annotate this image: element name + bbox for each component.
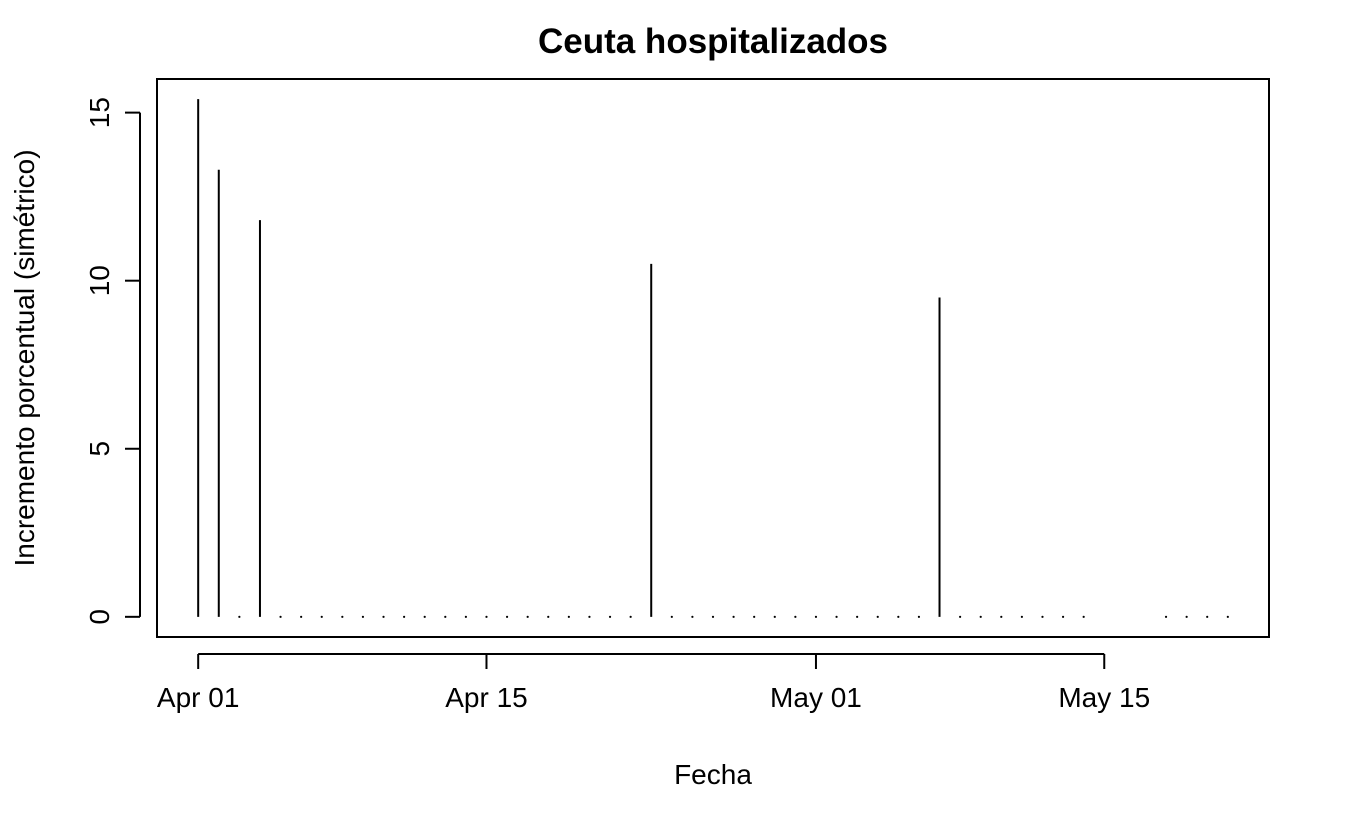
y-tick-label: 15 xyxy=(84,97,115,128)
bar-zero-dot xyxy=(773,615,776,618)
data-bars xyxy=(197,99,1229,618)
bar-zero-dot xyxy=(547,615,550,618)
chart-title: Ceuta hospitalizados xyxy=(538,22,888,61)
bar-zero-dot xyxy=(608,615,612,618)
bar-zero-dot xyxy=(1082,615,1085,618)
bar-zero-dot xyxy=(1000,615,1003,618)
bar-zero-dot xyxy=(794,615,797,618)
x-axis: Apr 01 Apr 15 May 01 May 15 xyxy=(157,653,1150,713)
x-tick-label: Apr 01 xyxy=(157,682,240,713)
bar-zero-dot xyxy=(691,615,694,618)
bar-zero-dot xyxy=(1020,615,1023,618)
bar-zero-dot xyxy=(629,615,632,618)
bar-zero-dot xyxy=(897,615,900,618)
bar-zero-dot xyxy=(1226,615,1229,618)
bar-zero-dot xyxy=(526,615,529,618)
bar-zero-dot xyxy=(917,615,921,618)
bar-zero-dot xyxy=(670,615,673,618)
bar-zero-dot xyxy=(711,615,715,618)
y-tick-label: 10 xyxy=(84,265,115,296)
bar-zero-dot xyxy=(1041,615,1044,618)
bar-zero-dot xyxy=(279,615,282,618)
bar-zero-dot xyxy=(382,615,385,618)
bar-zero-dot xyxy=(320,615,323,618)
bar-zero-dot xyxy=(1061,615,1065,618)
x-axis-label: Fecha xyxy=(674,759,752,790)
bar-zero-dot xyxy=(1185,615,1188,618)
y-tick-label: 0 xyxy=(84,609,115,625)
bar-zero-dot xyxy=(588,615,591,618)
bar-zero-dot xyxy=(361,615,365,618)
bar-zero-dot xyxy=(732,615,735,618)
bar-zero-dot xyxy=(300,615,303,618)
y-tick-label: 5 xyxy=(84,441,115,457)
bar-zero-dot xyxy=(444,615,447,618)
x-tick-label: Apr 15 xyxy=(445,682,528,713)
bar-zero-dot xyxy=(238,615,241,618)
bar-zero-dot xyxy=(403,615,406,618)
plot-frame xyxy=(156,78,1270,638)
x-tick-label: May 15 xyxy=(1058,682,1150,713)
bar-zero-dot xyxy=(753,615,756,618)
bar-zero-dot xyxy=(959,615,962,618)
bar-zero-dot xyxy=(1206,615,1209,618)
bar-zero-dot xyxy=(856,615,859,618)
y-axis-label: Incremento porcentual (simétrico) xyxy=(9,149,40,566)
bar-zero-dot xyxy=(567,615,570,618)
x-tick-label: May 01 xyxy=(770,682,862,713)
bar-zero-dot xyxy=(485,615,488,618)
bar-zero-dot xyxy=(979,615,982,618)
bar-zero-dot xyxy=(1164,615,1168,618)
bar-zero-dot xyxy=(464,615,467,618)
bar-zero-dot xyxy=(341,615,344,618)
bar-zero-dot xyxy=(876,615,879,618)
bar-zero-dot xyxy=(814,615,818,618)
bar-zero-dot xyxy=(835,615,838,618)
bar-zero-dot xyxy=(423,615,426,618)
bar-zero-dot xyxy=(505,615,509,618)
y-axis: 0 5 10 15 xyxy=(84,97,141,625)
